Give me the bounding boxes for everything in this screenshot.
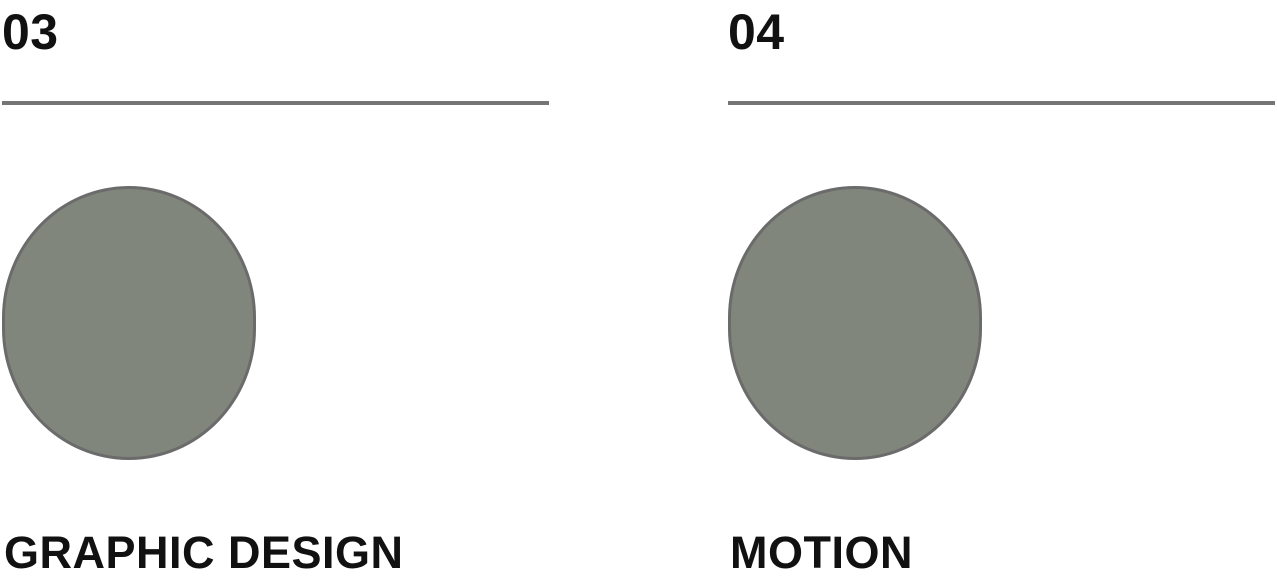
service-number: 04 <box>728 4 785 60</box>
service-title[interactable]: MOTION <box>730 527 913 578</box>
service-card-graphic-design[interactable]: 03 GRAPHIC DESIGN <box>2 0 550 583</box>
divider-line <box>728 101 1275 105</box>
service-title[interactable]: GRAPHIC DESIGN <box>4 527 404 578</box>
service-number: 03 <box>2 4 59 60</box>
service-image-placeholder[interactable] <box>2 186 256 460</box>
service-card-motion[interactable]: 04 MOTION <box>728 0 1276 583</box>
divider-line <box>2 101 549 105</box>
service-image-placeholder[interactable] <box>728 186 982 460</box>
